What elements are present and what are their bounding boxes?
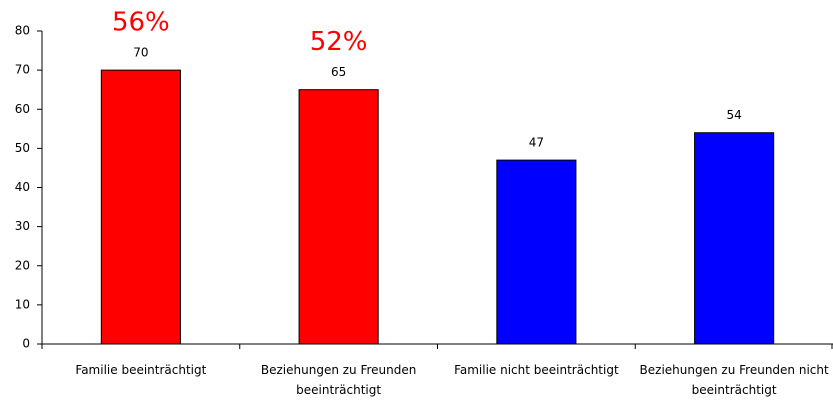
data-label: 54 [726,108,741,122]
bar [496,159,577,345]
x-tick-label: Beziehungen zu Freunden nicht beeinträch… [639,363,829,397]
y-tick-label: 0 [22,337,30,351]
annotation: 56% [112,8,170,38]
y-tick-label: 10 [15,297,30,311]
data-label: 65 [331,65,346,79]
y-tick-label: 30 [15,219,30,233]
data-label: 70 [133,46,148,60]
x-tick-label: Familie beeinträchtigt [75,363,207,377]
y-tick-label: 70 [15,63,30,77]
x-tick-label: Familie nicht beeinträchtigt [454,363,619,377]
y-tick-label: 50 [15,141,30,155]
y-tick-label: 80 [15,24,30,38]
x-tick-label: Beziehungen zu Freunden beeinträchtigt [260,363,417,397]
bar [694,132,775,345]
annotation: 52% [310,27,368,57]
bar [298,89,379,345]
data-label: 47 [529,136,544,150]
y-tick-label: 60 [15,102,30,116]
y-tick-label: 20 [15,258,30,272]
bar [100,69,181,345]
y-tick-label: 40 [15,180,30,194]
